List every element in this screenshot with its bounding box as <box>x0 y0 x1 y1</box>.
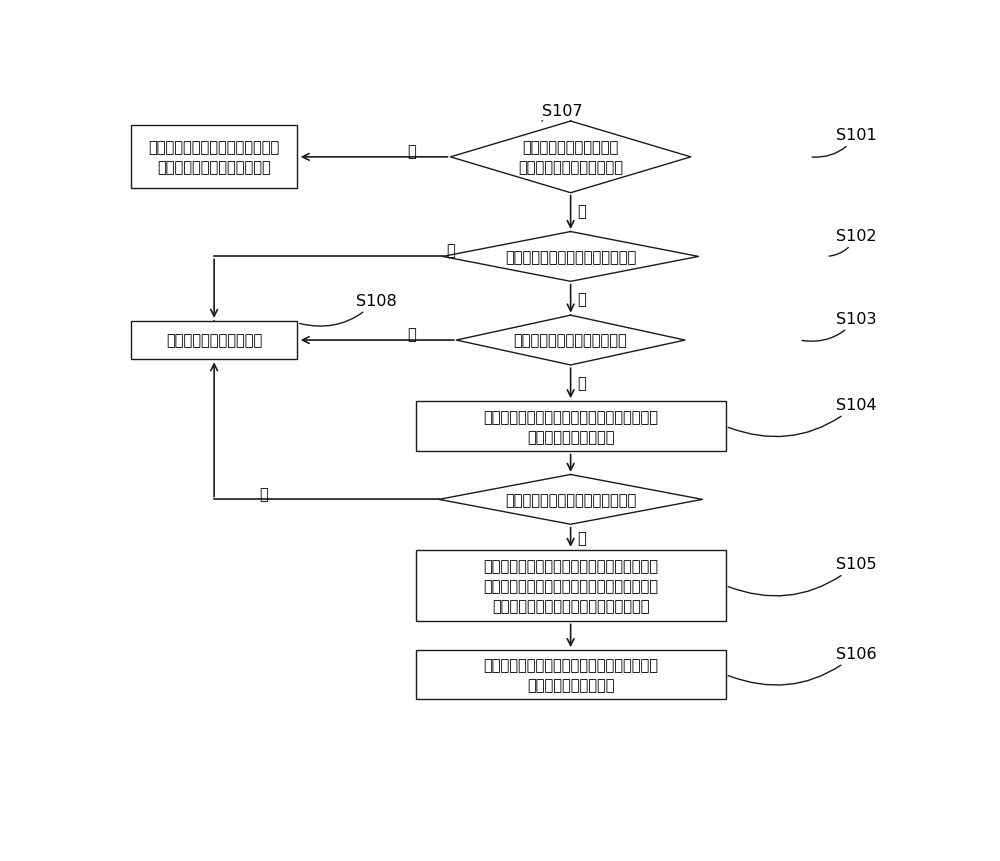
Text: S108: S108 <box>300 294 397 326</box>
Text: S102: S102 <box>829 228 877 257</box>
FancyBboxPatch shape <box>416 550 726 622</box>
Text: 判断整车系统是否有发电需求: 判断整车系统是否有发电需求 <box>514 333 628 348</box>
Text: 否: 否 <box>260 487 268 502</box>
FancyBboxPatch shape <box>416 402 726 452</box>
Text: 是: 是 <box>577 291 586 307</box>
Text: 控制增程器保持停机工况: 控制增程器保持停机工况 <box>166 333 262 348</box>
Text: 是: 是 <box>577 375 586 391</box>
Text: 如果发电机和发动机通过模式校验，则设定发
电机的目标转速，并控制发电机以目标转速拖
动发动机启动，以使发动机达到启动转速: 如果发电机和发动机通过模式校验，则设定发 电机的目标转速，并控制发电机以目标转速… <box>483 559 658 613</box>
Text: S101: S101 <box>812 127 877 158</box>
Text: 是: 是 <box>577 204 586 219</box>
Text: 否: 否 <box>407 326 416 342</box>
FancyBboxPatch shape <box>131 321 297 360</box>
Text: S103: S103 <box>802 312 877 342</box>
Text: 识别发电需求，并根据发电需求分别对发电机
和发动机进行模式校验: 识别发电需求，并根据发电需求分别对发电机 和发动机进行模式校验 <box>483 410 658 444</box>
FancyBboxPatch shape <box>131 127 297 189</box>
Text: S106: S106 <box>728 646 877 685</box>
Text: S107: S107 <box>542 104 583 122</box>
Text: 否: 否 <box>407 144 416 158</box>
Text: S104: S104 <box>728 398 877 437</box>
Text: 控制增程器系统停机，并向整车控
制器发送故障名称和故障级别: 控制增程器系统停机，并向整车控 制器发送故障名称和故障级别 <box>148 140 280 175</box>
Text: 在增程器系统被激活后，
判断整车系统是否存在故障: 在增程器系统被激活后， 判断整车系统是否存在故障 <box>518 140 623 175</box>
Text: 在发动机达到启动转速后，对发动机进行喷油
控制，以使发动机启动: 在发动机达到启动转速后，对发动机进行喷油 控制，以使发动机启动 <box>483 658 658 692</box>
Text: 发电机和发动机是否通过模式校验: 发电机和发动机是否通过模式校验 <box>505 492 636 507</box>
Text: 判断增程器停机工况是否处于稳态: 判断增程器停机工况是否处于稳态 <box>505 250 636 264</box>
FancyBboxPatch shape <box>416 650 726 700</box>
Text: 否: 否 <box>447 243 455 258</box>
Text: S105: S105 <box>728 556 877 596</box>
Text: 是: 是 <box>577 530 586 546</box>
